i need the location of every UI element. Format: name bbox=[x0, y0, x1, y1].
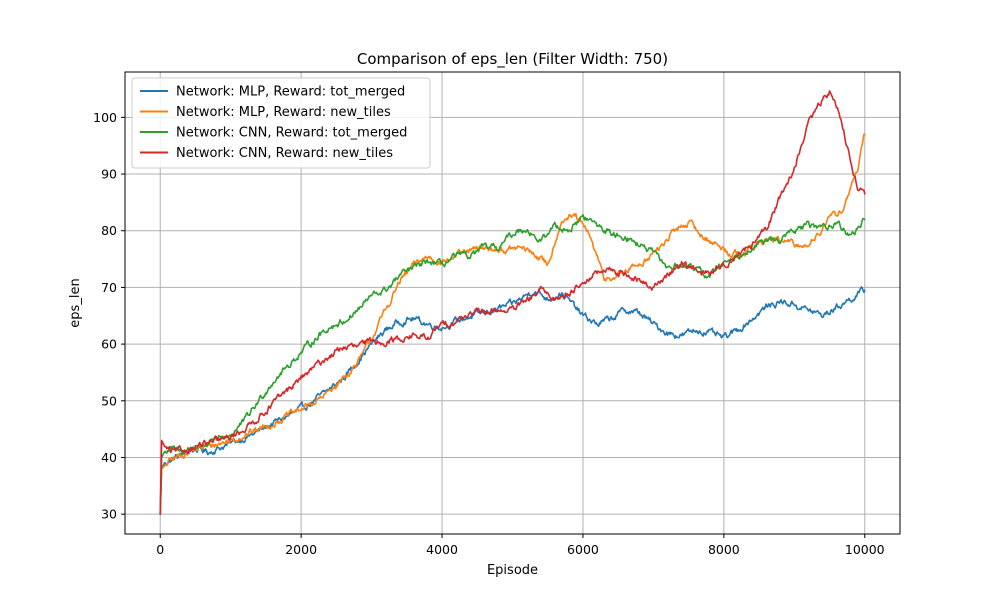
y-tick-label: 40 bbox=[101, 450, 117, 465]
y-tick-label: 60 bbox=[101, 337, 117, 352]
y-tick-label: 30 bbox=[101, 507, 117, 522]
x-tick-label: 10000 bbox=[845, 542, 885, 557]
series-line-4 bbox=[159, 90, 866, 515]
axis-ticks: 0 2000 4000 6000 8000 10000 30 40 50 60 70 80 90 100 bbox=[93, 110, 885, 557]
chart-title: Comparison of eps_len (Filter Width: 750… bbox=[357, 50, 668, 69]
grid bbox=[125, 72, 900, 534]
plot-frame bbox=[124, 71, 901, 535]
y-tick-label: 70 bbox=[101, 280, 117, 295]
x-tick-label: 6000 bbox=[567, 542, 599, 557]
x-axis-label: Episode bbox=[487, 563, 538, 578]
y-tick-label: 100 bbox=[93, 110, 117, 125]
series-line-3 bbox=[159, 213, 866, 515]
x-tick-label: 4000 bbox=[426, 542, 458, 557]
legend-label-4: Network: CNN, Reward: new_tiles bbox=[176, 146, 393, 161]
x-tick-label: 0 bbox=[156, 542, 164, 557]
legend-box bbox=[131, 77, 431, 169]
x-tick-label: 8000 bbox=[708, 542, 740, 557]
y-tick-label: 90 bbox=[101, 167, 117, 182]
series-line-1 bbox=[159, 286, 866, 515]
legend-label-3: Network: CNN, Reward: tot_merged bbox=[176, 126, 407, 141]
y-axis-label: eps_len bbox=[68, 278, 83, 327]
legend-label-2: Network: MLP, Reward: new_tiles bbox=[176, 105, 391, 120]
series-line-2 bbox=[159, 133, 866, 515]
legend-label-1: Network: MLP, Reward: tot_merged bbox=[176, 85, 405, 100]
legend: Network: MLP, Reward: tot_merged Network:… bbox=[131, 77, 431, 169]
x-tick-label: 2000 bbox=[285, 542, 317, 557]
series-lines bbox=[159, 90, 866, 515]
y-tick-label: 50 bbox=[101, 393, 117, 408]
y-tick-label: 80 bbox=[101, 223, 117, 238]
